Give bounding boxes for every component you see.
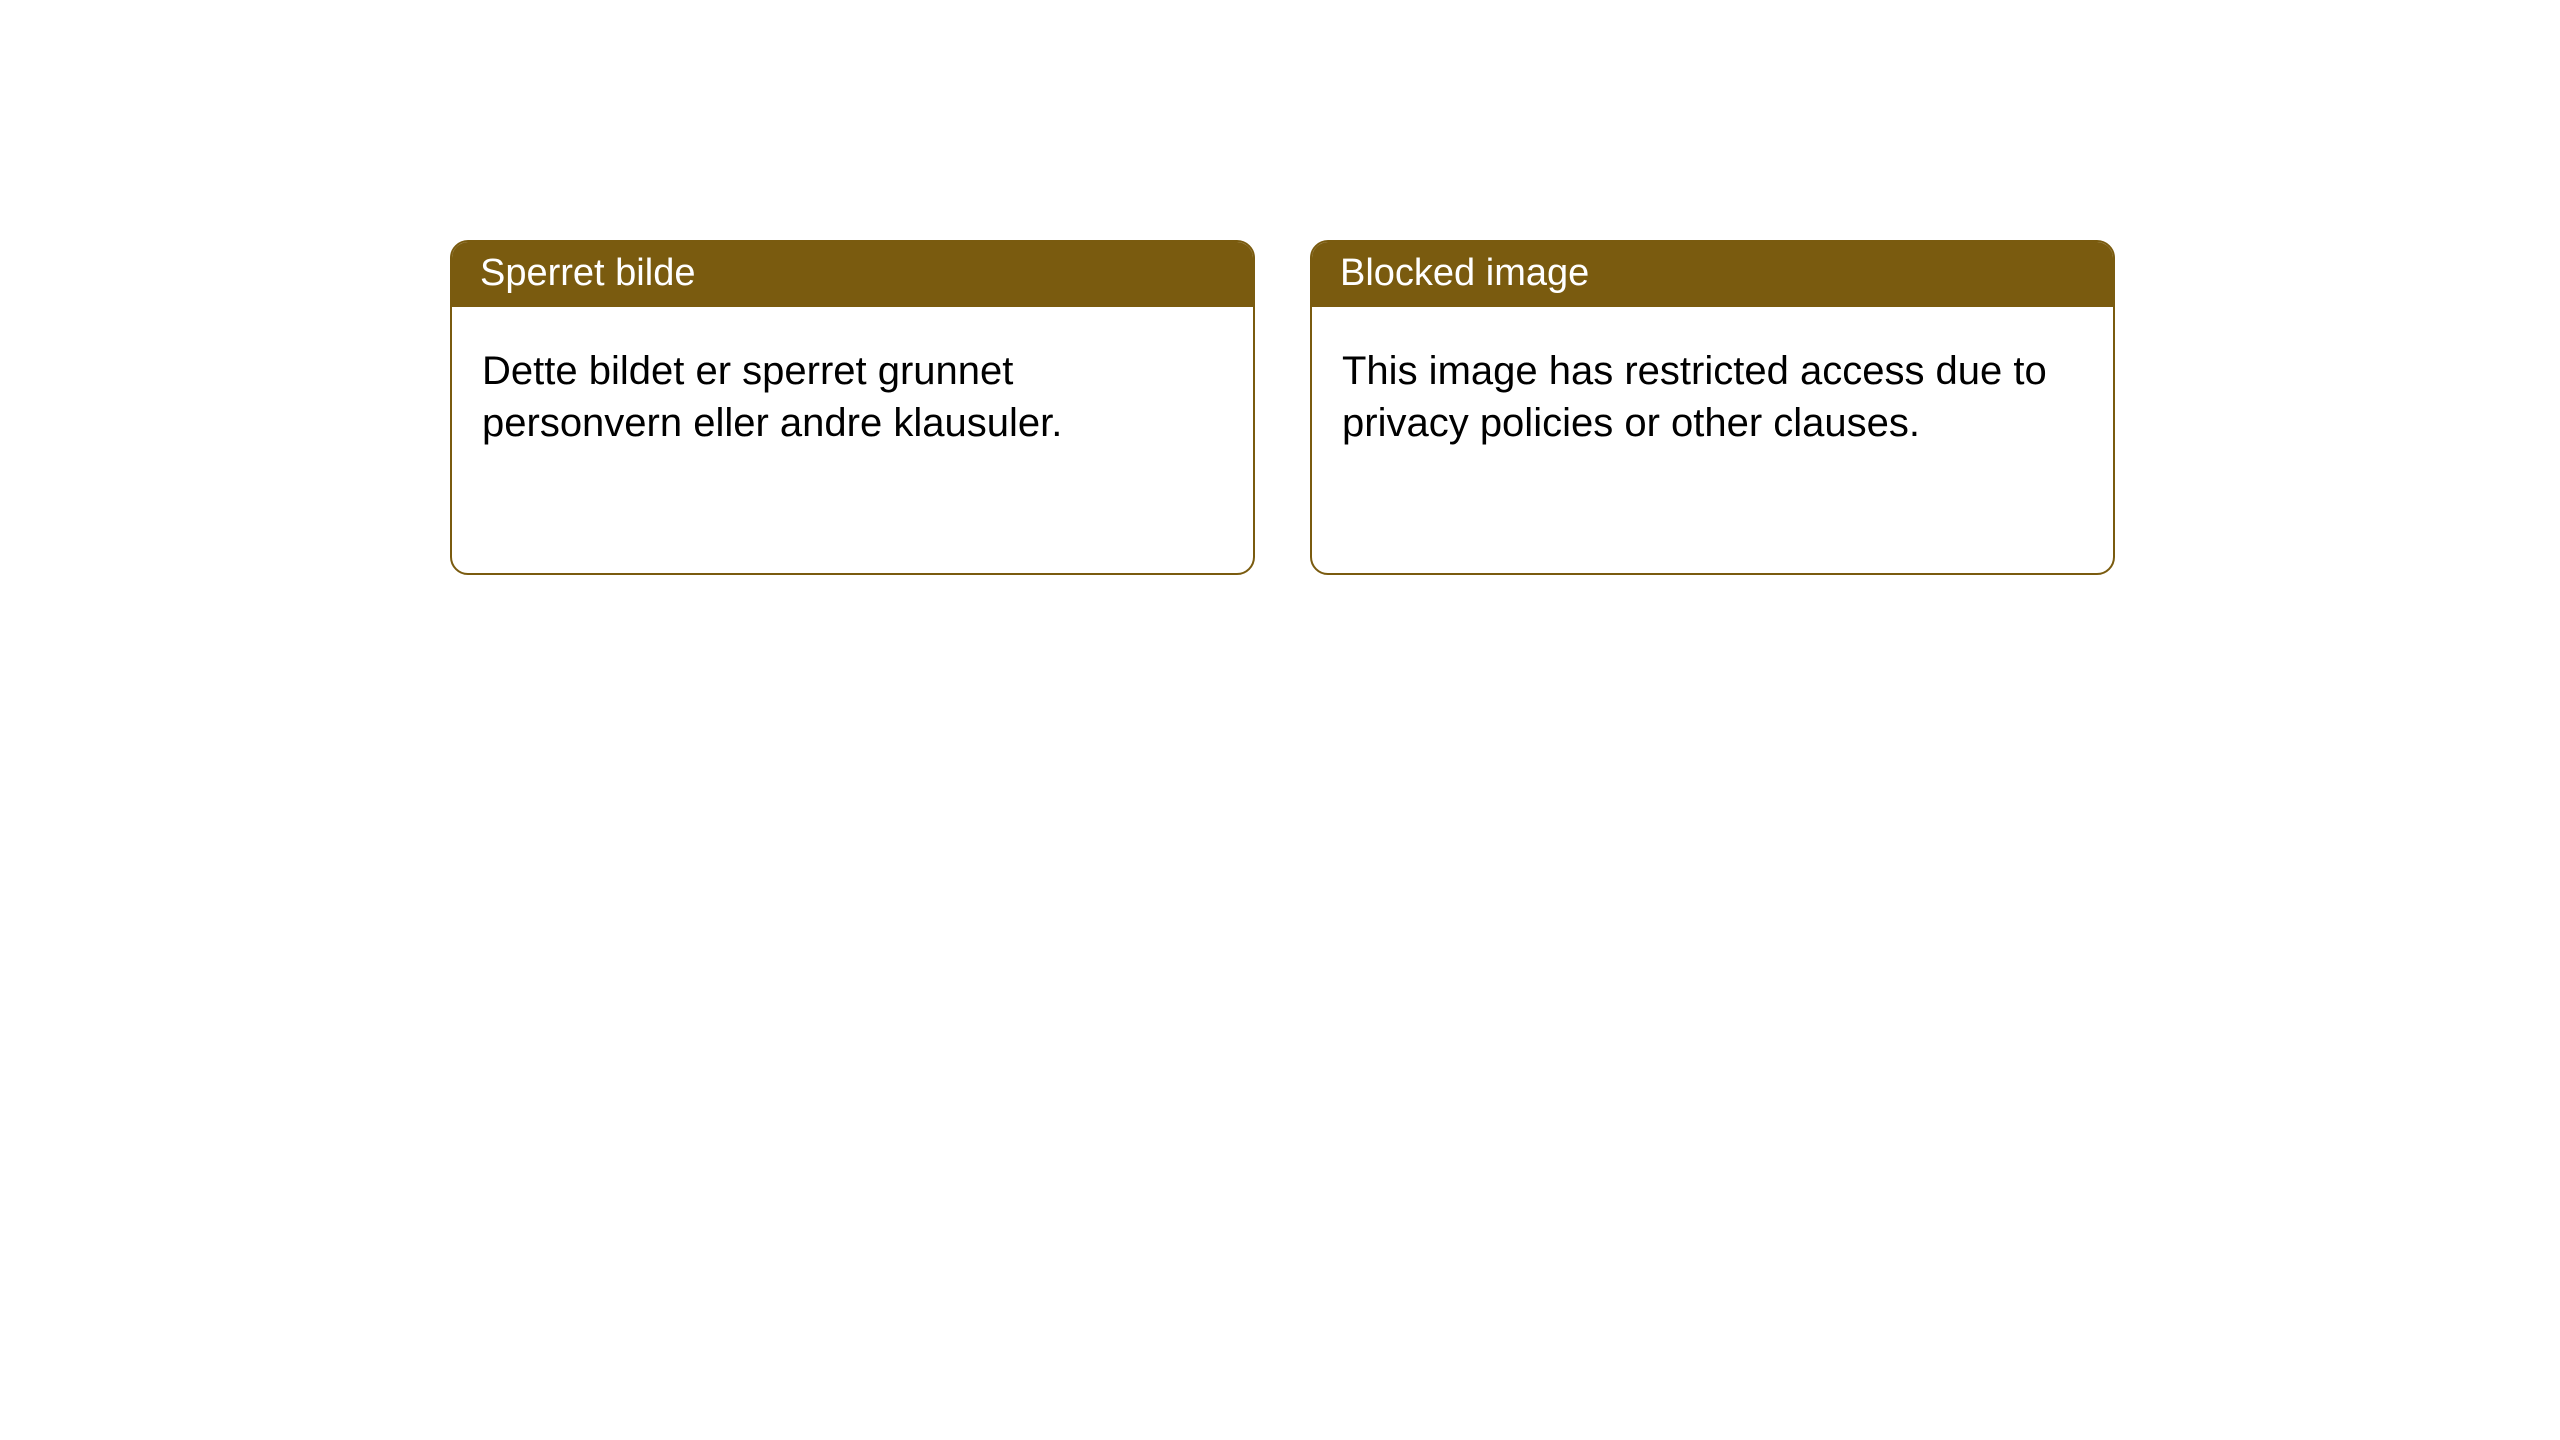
notice-body: Dette bildet er sperret grunnet personve… <box>452 307 1253 479</box>
notice-container: Sperret bilde Dette bildet er sperret gr… <box>450 240 2115 575</box>
notice-card-norwegian: Sperret bilde Dette bildet er sperret gr… <box>450 240 1255 575</box>
notice-header: Blocked image <box>1312 242 2113 307</box>
notice-card-english: Blocked image This image has restricted … <box>1310 240 2115 575</box>
notice-body: This image has restricted access due to … <box>1312 307 2113 479</box>
notice-header: Sperret bilde <box>452 242 1253 307</box>
